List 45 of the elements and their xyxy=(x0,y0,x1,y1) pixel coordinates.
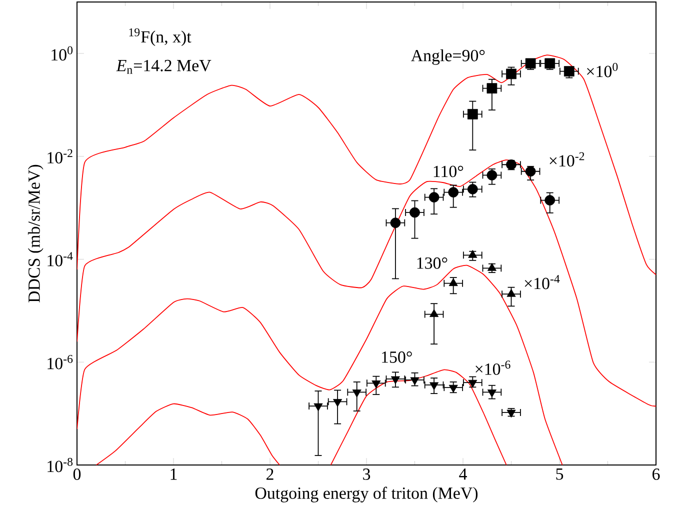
point xyxy=(448,384,458,393)
point xyxy=(372,380,381,388)
x-tick-label: 4 xyxy=(459,468,467,480)
y-tick-label: 10$^{-4}$ xyxy=(48,252,73,266)
point xyxy=(467,108,478,120)
x-axis-title: Outgoing energy of triton (MeV) xyxy=(255,486,478,502)
point xyxy=(486,83,498,94)
annotation: 110° xyxy=(434,166,464,178)
point xyxy=(428,192,440,202)
x-tick-label: 1 xyxy=(170,468,177,480)
point xyxy=(544,195,556,206)
x-tick-label: 2 xyxy=(266,468,274,480)
point xyxy=(333,399,342,407)
y-tick-label: 10$^{-6}$ xyxy=(48,354,73,370)
x-tick-label: 3 xyxy=(363,468,370,480)
text: E$_{n}$=14.2 MeV xyxy=(116,60,212,74)
y-tick-label: 10$^{0}$ xyxy=(52,46,73,61)
point xyxy=(314,403,323,412)
annotation: ×10$^{-4}$ xyxy=(524,275,560,290)
annotation: ×10$^{-2}$ xyxy=(550,152,584,167)
x-tick-label: 0 xyxy=(73,468,81,480)
point xyxy=(506,68,516,80)
annotation: 130° xyxy=(417,257,448,269)
point xyxy=(487,390,496,398)
annotation: Angle=90° xyxy=(410,49,485,65)
point xyxy=(410,377,420,386)
point xyxy=(390,376,400,384)
point xyxy=(430,382,439,390)
x-tick-label: 6 xyxy=(652,468,660,480)
point xyxy=(448,187,459,198)
point xyxy=(390,218,401,228)
annotation: ×10$^{0}$ xyxy=(587,62,618,78)
point xyxy=(352,390,362,398)
annotation: ×10$^{-6}$ xyxy=(476,360,510,375)
point xyxy=(410,207,420,218)
x-tick-label: 5 xyxy=(556,468,564,480)
y-tick-label: 10$^{-8}$ xyxy=(48,458,73,472)
annotation: 150° xyxy=(382,351,412,363)
point xyxy=(525,166,536,177)
y-axis-title: DDCS (mb/sr/MeV) xyxy=(28,164,44,302)
y-tick-label: 10$^{-2}$ xyxy=(48,149,72,164)
point xyxy=(468,380,478,388)
point xyxy=(467,184,478,194)
point xyxy=(486,170,498,180)
text: $^{19}$F(n, x)t xyxy=(129,28,192,46)
